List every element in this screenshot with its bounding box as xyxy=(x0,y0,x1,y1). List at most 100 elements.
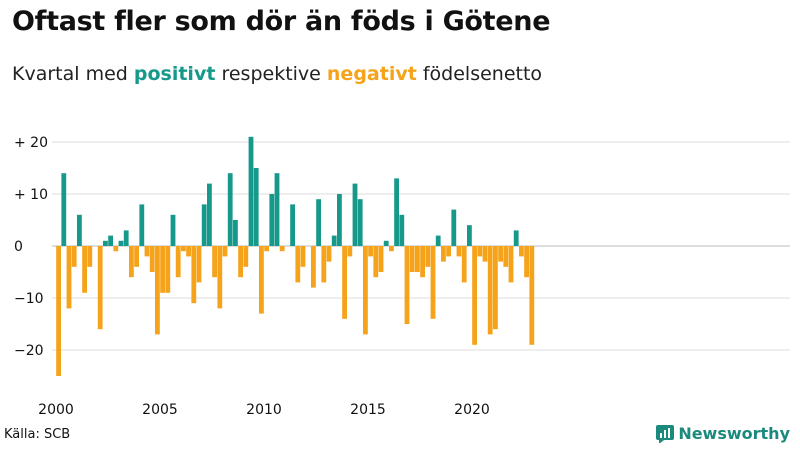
bar-positive xyxy=(451,209,457,246)
source-note: Källa: SCB xyxy=(4,427,71,442)
newsworthy-logo: Newsworthy xyxy=(656,424,790,443)
bar-negative xyxy=(373,246,379,278)
bar-positive xyxy=(399,214,405,246)
bar-positive xyxy=(331,235,337,246)
bar-positive xyxy=(170,214,176,246)
bar-positive xyxy=(435,235,441,246)
bar-negative xyxy=(482,246,488,262)
bar-negative xyxy=(196,246,202,283)
x-tick-label: 2015 xyxy=(350,402,386,418)
bar-negative xyxy=(347,246,353,257)
bar-negative xyxy=(472,246,477,345)
bar-negative xyxy=(389,246,394,252)
x-tick-label: 2000 xyxy=(38,402,74,418)
bar-negative xyxy=(186,246,191,257)
bar-negative xyxy=(446,246,451,257)
y-tick-label: −10 xyxy=(14,291,44,307)
bar-positive xyxy=(248,136,254,246)
bar-negative xyxy=(71,246,77,267)
bar-negative xyxy=(420,246,425,278)
bar-positive xyxy=(269,194,275,246)
x-axis-ticks: 2000 2005 2010 2015 2020 xyxy=(38,402,490,418)
subtitle-negative-word: negativt xyxy=(326,63,417,85)
subtitle-positive-word: positivt xyxy=(133,63,216,85)
bar-positive xyxy=(357,199,363,246)
bar-negative xyxy=(430,246,436,319)
bar-positive xyxy=(352,183,358,246)
bar-negative xyxy=(87,246,93,267)
x-tick-label: 2010 xyxy=(246,402,282,418)
bar-negative xyxy=(259,246,264,314)
bar-negative xyxy=(113,246,119,252)
bar-positive xyxy=(383,240,389,246)
bar-positive xyxy=(467,225,472,246)
bar-negative xyxy=(529,246,535,345)
bar-negative xyxy=(311,246,316,288)
newsworthy-chart-icon xyxy=(656,424,675,443)
bar-negative xyxy=(82,246,87,293)
bar-negative xyxy=(134,246,139,267)
bar-negative xyxy=(181,246,186,252)
bar-negative xyxy=(425,246,431,267)
bar-negative xyxy=(160,246,165,293)
bar-negative xyxy=(498,246,503,262)
bar-negative xyxy=(264,246,269,252)
chart-title: Oftast fler som dör än föds i Götene xyxy=(12,6,551,37)
bar-positive xyxy=(61,173,67,246)
bar-negative xyxy=(519,246,524,257)
subtitle-post: födelsenetto xyxy=(416,63,543,85)
chart-subtitle: Kvartal med positivt respektive negativt… xyxy=(12,63,542,85)
bar-negative xyxy=(217,246,223,309)
bar-negative xyxy=(326,246,332,262)
bar-positive xyxy=(77,214,82,246)
bar-negative xyxy=(129,246,134,278)
bar-negative xyxy=(461,246,467,283)
bar-negative xyxy=(342,246,347,319)
bar-positive xyxy=(394,178,399,246)
bar-negative xyxy=(477,246,483,257)
bar-negative xyxy=(378,246,384,272)
bar-positive xyxy=(233,220,238,246)
bar-negative xyxy=(404,246,410,324)
bar-positive xyxy=(103,240,108,246)
subtitle-mid: respektive xyxy=(215,63,327,85)
bar-positive xyxy=(227,173,233,246)
bar-negative xyxy=(409,246,415,272)
subtitle-pre: Kvartal med xyxy=(12,63,134,85)
bar-negative xyxy=(363,246,368,335)
bar-negative xyxy=(212,246,217,278)
bar-negative xyxy=(415,246,420,272)
bar-positive xyxy=(337,194,342,246)
bar-negative xyxy=(191,246,197,304)
bar-negative xyxy=(321,246,327,283)
bar-positive xyxy=(201,204,207,246)
bar-negative xyxy=(503,246,509,267)
bar-positive xyxy=(139,204,145,246)
y-tick-label: + 10 xyxy=(14,187,48,203)
bar-negative xyxy=(508,246,514,283)
bar-negative xyxy=(238,246,243,278)
x-tick-label: 2020 xyxy=(454,402,490,418)
bar-negative xyxy=(279,246,285,252)
brand-name: Newsworthy xyxy=(678,424,790,443)
bar-negative xyxy=(300,246,306,267)
bar-negative xyxy=(66,246,72,309)
x-tick-label: 2005 xyxy=(142,402,178,418)
bar-negative xyxy=(222,246,228,257)
bar-negative xyxy=(97,246,103,330)
bar-positive xyxy=(253,168,259,246)
bar-positive xyxy=(207,183,212,246)
bar-positive xyxy=(513,230,519,246)
bar-negative xyxy=(493,246,498,330)
y-tick-label: −20 xyxy=(14,343,44,359)
y-tick-label: 0 xyxy=(14,239,23,255)
bar-negative xyxy=(56,246,61,376)
bar-negative xyxy=(155,246,160,335)
y-axis-ticks: + 20 + 10 0 −10 −20 xyxy=(14,135,48,359)
bar-positive xyxy=(290,204,295,246)
bar-negative xyxy=(456,246,462,257)
bar-positive xyxy=(118,240,124,246)
bar-positive xyxy=(274,173,280,246)
bar-negative xyxy=(524,246,529,278)
